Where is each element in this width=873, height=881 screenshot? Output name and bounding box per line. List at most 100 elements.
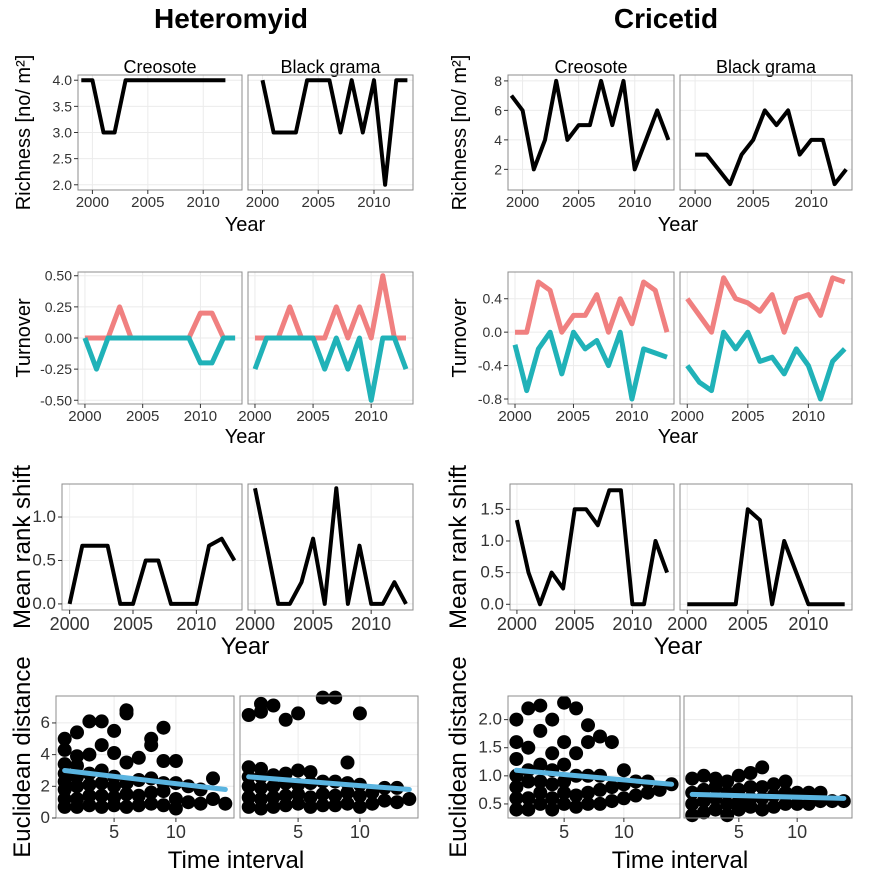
data-point [181, 795, 196, 810]
series-line [509, 78, 671, 172]
y-tick-label: 2 [41, 776, 50, 795]
title-heteromyid: Heteromyid [154, 3, 308, 34]
x-tick-label: 2005 [302, 194, 335, 211]
data-point [144, 796, 159, 811]
data-point [254, 792, 268, 806]
y-axis-label: Turnover [13, 298, 35, 378]
data-point [352, 706, 367, 721]
data-point [685, 771, 700, 786]
x-axis-label: Year [221, 633, 270, 660]
data-point [545, 746, 560, 761]
x-tick-label: 2000 [76, 194, 109, 211]
series-line [67, 536, 237, 606]
data-point [156, 798, 171, 813]
data-point [352, 788, 367, 803]
data-point [685, 796, 700, 811]
y-tick-label: 6 [494, 102, 502, 118]
data-point [254, 696, 268, 711]
y-tick-label: 3.5 [53, 98, 73, 114]
y-axis-label: Euclidean distance [9, 656, 36, 857]
x-tick-label: 2000 [498, 408, 531, 425]
x-tick-label: 2000 [246, 194, 279, 211]
data-point [144, 785, 159, 800]
data-point [315, 798, 330, 813]
appearance-line [255, 273, 406, 341]
data-point [168, 792, 183, 806]
x-axis-label: Year [225, 214, 266, 236]
series-line [687, 507, 845, 607]
data-point [720, 796, 735, 811]
x-tick-label: 2000 [678, 194, 711, 211]
disappearance-line [252, 335, 409, 403]
data-point [107, 746, 122, 760]
series-line [253, 486, 408, 606]
y-tick-label: 2.0 [53, 177, 73, 193]
y-tick-label: 0.00 [45, 330, 72, 346]
scatter-points [57, 703, 233, 816]
data-point [119, 787, 134, 802]
data-point [778, 796, 793, 811]
series-line [695, 108, 848, 187]
data-point [581, 785, 595, 800]
data-point [557, 757, 572, 772]
y-tick-label: -0.8 [478, 391, 502, 407]
data-point [652, 782, 667, 797]
data-point [533, 698, 548, 713]
data-point [241, 760, 256, 775]
panel-border [507, 271, 675, 405]
y-tick-label: 0.5 [480, 563, 504, 582]
data-point [604, 780, 619, 795]
y-tick-label: 1.5 [478, 738, 502, 757]
x-tick-label: 2010 [184, 408, 217, 425]
x-tick-label: 2005 [562, 194, 595, 211]
x-tick-label: 2010 [612, 614, 652, 634]
appearance-line [84, 304, 236, 341]
x-axis-label: Time interval [168, 847, 304, 874]
data-point [731, 768, 746, 783]
data-point [569, 788, 584, 803]
data-point [94, 738, 109, 753]
data-point [278, 712, 293, 727]
x-tick-label: 2010 [788, 614, 828, 634]
data-point [696, 805, 711, 820]
y-tick-label: 2.5 [53, 151, 73, 167]
y-axis-label: Richness [no/ m²] [449, 55, 471, 211]
x-tick-label: 2000 [235, 614, 275, 634]
x-tick-label: 2000 [506, 194, 539, 211]
y-tick-label: 8 [494, 73, 502, 89]
data-point [144, 731, 159, 746]
y-axis-label: Turnover [449, 298, 471, 378]
x-tick-label: 2005 [555, 614, 595, 634]
data-point [70, 792, 84, 806]
data-point [593, 796, 607, 811]
y-tick-label: 0.0 [483, 324, 503, 340]
panel-border [61, 483, 243, 611]
x-tick-label: 5 [559, 822, 569, 842]
data-point [533, 785, 548, 800]
data-point [545, 802, 560, 817]
y-tick-label: 1.0 [32, 507, 56, 526]
data-point [557, 774, 572, 789]
x-tick-label: 2010 [351, 614, 391, 634]
y-tick-label: 4 [41, 745, 50, 764]
data-point [696, 794, 711, 809]
data-point [569, 746, 584, 761]
x-tick-label: 2000 [671, 408, 704, 425]
data-point [801, 796, 816, 811]
data-point [533, 796, 548, 811]
trend-line [246, 774, 412, 792]
x-tick-label: 10 [614, 822, 634, 842]
trend-line [689, 791, 847, 801]
data-point [766, 799, 781, 814]
title-cricetid: Cricetid [614, 3, 718, 34]
x-tick-label: 2005 [731, 408, 764, 425]
data-point [533, 774, 548, 789]
data-point [119, 703, 134, 718]
data-point [696, 768, 711, 783]
scatter-points [241, 690, 417, 816]
x-tick-label: 2005 [126, 408, 159, 425]
data-point [328, 788, 343, 803]
data-point [557, 785, 572, 800]
x-tick-label: 2010 [176, 614, 216, 634]
